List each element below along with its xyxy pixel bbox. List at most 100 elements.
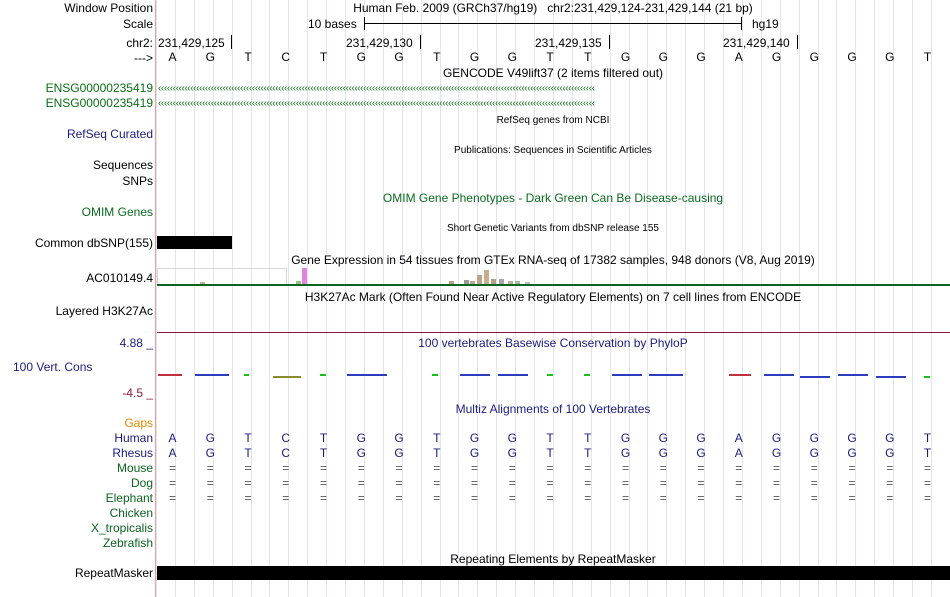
sequence-base: T [546, 50, 554, 64]
h3k27ac-label[interactable]: Layered H3K27Ac [55, 304, 153, 318]
gtex-tissue-bar[interactable] [484, 270, 489, 284]
alignment-base: T [923, 446, 932, 460]
alignment-base: = [621, 491, 629, 505]
gencode-item-1[interactable]: ENSG00000235419 [45, 81, 153, 95]
repeatmasker-label[interactable]: RepeatMasker [74, 566, 153, 580]
gtex-tissue-bar[interactable] [508, 281, 513, 284]
alignment-base: = [923, 476, 931, 490]
sequence-base: G [356, 50, 366, 64]
phylop-label[interactable]: 100 Vert. Cons [13, 360, 93, 374]
alignment-base: = [848, 491, 856, 505]
species-label[interactable]: Rhesus [112, 446, 153, 460]
coord-3: 231,429,135 [535, 36, 602, 50]
gaps-label[interactable]: Gaps [124, 416, 153, 430]
alignment-base: = [772, 461, 780, 475]
alignment-base: = [206, 476, 214, 490]
alignment-base: = [319, 476, 327, 490]
alignment-base: = [395, 476, 403, 490]
snps-label[interactable]: SNPs [122, 174, 153, 188]
gtex-tissue-bar[interactable] [477, 275, 482, 284]
alignment-base: T [546, 431, 554, 445]
repeatmasker-block[interactable] [157, 566, 950, 580]
scale-bar-right-tick [741, 17, 742, 30]
gtex-tissue-bar[interactable] [499, 279, 504, 284]
species-label[interactable]: Human [114, 431, 153, 445]
phylop-score-mark [460, 374, 490, 376]
alignment-base: = [357, 461, 365, 475]
alignment-base: A [734, 446, 743, 460]
gtex-tissue-bar[interactable] [296, 281, 301, 284]
alignment-base: = [697, 461, 705, 475]
alignment-base: = [470, 461, 478, 475]
gtex-tissue-bar[interactable] [470, 281, 475, 284]
gtex-tissue-bar[interactable] [449, 281, 454, 284]
alignment-base: G [356, 446, 366, 460]
species-label[interactable]: Chicken [109, 506, 153, 520]
gtex-label[interactable]: AC010149.4 [86, 271, 153, 285]
gtex-tissue-bar[interactable] [491, 279, 496, 284]
alignment-base: C [281, 446, 291, 460]
publications-title: Publications: Sequences in Scientific Ar… [454, 145, 652, 156]
sequence-base: A [734, 50, 743, 64]
sequence-base: A [168, 50, 177, 64]
alignment-base: G [205, 446, 215, 460]
sequence-base: T [319, 50, 328, 64]
coord-2: 231,429,130 [346, 36, 413, 50]
alignment-base: G [620, 431, 631, 445]
alignment-base: = [659, 461, 667, 475]
omim-label[interactable]: OMIM Genes [81, 205, 153, 219]
species-label[interactable]: Elephant [105, 491, 153, 505]
alignment-base: = [357, 476, 365, 490]
dbsnp-label[interactable]: Common dbSNP(155) [34, 236, 153, 250]
phylop-score-mark [612, 374, 642, 376]
alignment-base: T [546, 446, 554, 460]
gencode-item-2[interactable]: ENSG00000235419 [45, 96, 153, 110]
gtex-tissue-bar[interactable] [464, 280, 469, 284]
phylop-score-mark [432, 374, 438, 376]
sequence-base: G [507, 50, 517, 64]
window-position-label: Window Position [64, 1, 153, 15]
gtex-tissue-bar[interactable] [200, 282, 205, 284]
alignment-base: G [507, 431, 517, 445]
dbsnp-variant-block[interactable] [157, 236, 232, 249]
gtex-tissue-bar[interactable] [515, 281, 520, 284]
sequence-base: G [205, 50, 215, 64]
phylop-score-mark [158, 374, 182, 376]
phylop-max: 4.88 _ [119, 336, 153, 350]
alignment-base: G [696, 446, 706, 460]
phylop-score-mark [244, 374, 249, 376]
omim-title: OMIM Gene Phenotypes - Dark Green Can Be… [382, 191, 724, 205]
refseq-label[interactable]: RefSeq Curated [66, 127, 153, 141]
window-position-value: Human Feb. 2009 (GRCh37/hg19) chr2:231,4… [353, 1, 753, 15]
species-label[interactable]: Dog [130, 476, 153, 490]
alignment-base: = [735, 461, 743, 475]
alignment-base: = [546, 476, 554, 490]
alignment-base: G [696, 431, 706, 445]
species-label[interactable]: Mouse [116, 461, 153, 475]
alignment-base: = [810, 476, 818, 490]
alignment-base: = [244, 461, 252, 475]
gencode-track-2[interactable]: ‹‹‹‹‹‹‹‹‹‹‹‹‹‹‹‹‹‹‹‹‹‹‹‹‹‹‹‹‹‹‹‹‹‹‹‹‹‹‹‹… [158, 98, 595, 109]
gtex-tissue-bar[interactable] [302, 268, 307, 284]
alignment-base: = [168, 461, 176, 475]
alignment-base: = [659, 476, 667, 490]
alignment-base: G [394, 446, 404, 460]
phylop-min: -4.5 _ [122, 386, 153, 400]
alignment-base: T [244, 446, 252, 460]
gencode-track-1[interactable]: ‹‹‹‹‹‹‹‹‹‹‹‹‹‹‹‹‹‹‹‹‹‹‹‹‹‹‹‹‹‹‹‹‹‹‹‹‹‹‹‹… [158, 83, 595, 94]
phylop-score-mark [347, 374, 387, 376]
alignment-base: = [395, 461, 403, 475]
alignment-base: = [282, 476, 290, 490]
alignment-base: = [168, 491, 176, 505]
alignment-base: G [658, 446, 668, 460]
alignment-base: = [319, 461, 327, 475]
species-label[interactable]: X_tropicalis [90, 521, 153, 535]
sequence-base: G [885, 50, 895, 64]
coord-tick-1 [231, 35, 232, 49]
gtex-tissue-bar[interactable] [525, 282, 530, 284]
sequences-label[interactable]: Sequences [92, 158, 153, 172]
species-label[interactable]: Zebrafish [102, 536, 153, 550]
alignment-base: T [584, 446, 592, 460]
alignment-base: T [319, 431, 328, 445]
